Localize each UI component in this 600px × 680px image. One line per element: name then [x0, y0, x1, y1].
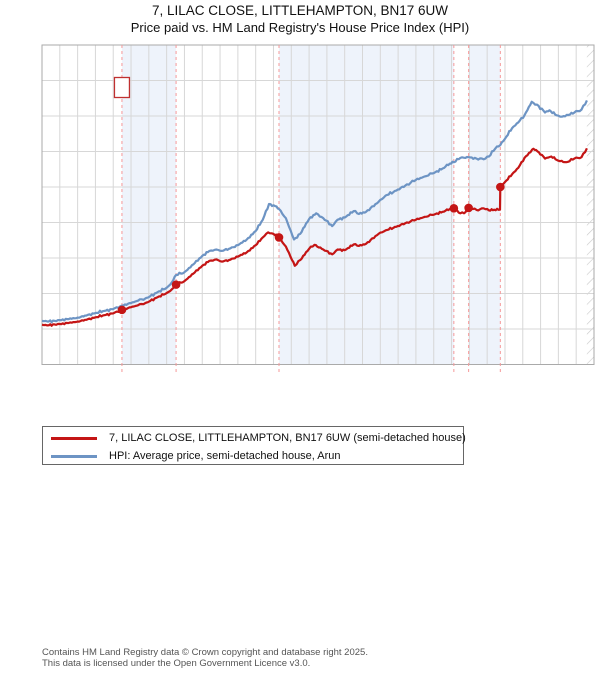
sale-point-dot	[274, 233, 284, 242]
ownership-band	[278, 45, 454, 365]
sale-point-dot	[117, 305, 127, 315]
sale-marker-box	[113, 76, 131, 99]
sale-point-dot	[449, 204, 459, 213]
footer-copyright: Contains HM Land Registry data © Crown c…	[42, 647, 368, 658]
page-title: 7, LILAC CLOSE, LITTLEHAMPTON, BN17 6UW	[151, 3, 449, 18]
sale-point-dot	[496, 182, 505, 192]
price-history-chart	[41, 44, 595, 372]
ownership-band	[468, 45, 501, 365]
property-price-line	[41, 147, 588, 327]
hpi-line-swatch	[51, 454, 97, 458]
sale-point-dot	[464, 203, 473, 213]
future-hatch-region	[586, 45, 594, 365]
hpi-line	[41, 99, 588, 324]
footer-licence: This data is licensed under the Open Gov…	[42, 658, 311, 669]
plot-border	[41, 44, 595, 365]
legend-row-property: 7, LILAC CLOSE, LITTLEHAMPTON, BN17 6UW …	[51, 429, 466, 447]
sale-point-dot	[171, 280, 181, 289]
legend-property-label: 7, LILAC CLOSE, LITTLEHAMPTON, BN17 6UW …	[109, 432, 466, 444]
legend-row-hpi: HPI: Average price, semi-detached house,…	[51, 447, 463, 465]
property-line-swatch	[51, 436, 97, 440]
legend-hpi-label: HPI: Average price, semi-detached house,…	[109, 450, 341, 462]
chart-legend: 7, LILAC CLOSE, LITTLEHAMPTON, BN17 6UW …	[42, 426, 466, 465]
page-subtitle: Price paid vs. HM Land Registry's House …	[130, 20, 470, 35]
